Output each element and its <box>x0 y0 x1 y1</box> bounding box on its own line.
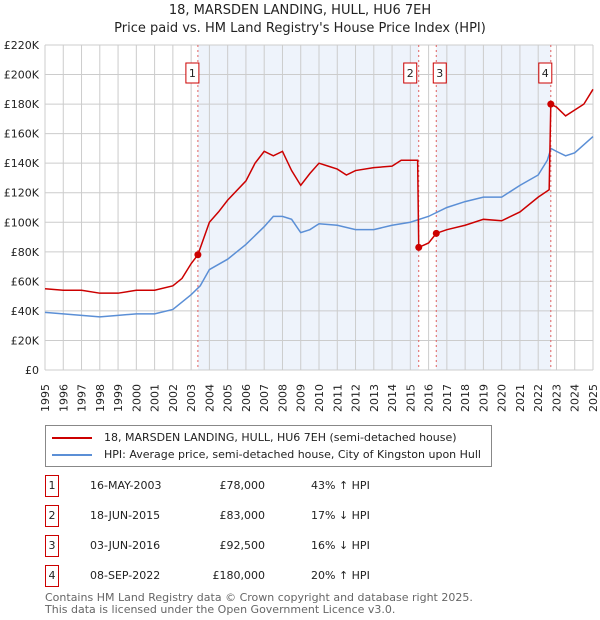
sale-hpi-diff: 16% ↓ HPI <box>311 539 370 552</box>
sale-marker-box <box>185 62 200 84</box>
x-tick-label: 2021 <box>514 384 527 412</box>
sale-date: 08-SEP-2022 <box>90 569 161 582</box>
footer-line-1: Contains HM Land Registry data © Crown c… <box>45 591 473 604</box>
sale-marker-label: 1 <box>189 67 196 80</box>
x-tick-label: 2013 <box>368 384 381 412</box>
y-tick-label: £20K <box>11 334 40 347</box>
x-tick-label: 2008 <box>276 384 289 412</box>
y-tick-label: £220K <box>4 39 40 52</box>
x-tick-label: 2001 <box>149 384 162 412</box>
sale-row: 3 03-JUN-2016 £92,500 16% ↓ HPI <box>45 535 445 557</box>
sale-number: 4 <box>45 565 59 587</box>
x-tick-label: 2017 <box>441 384 454 412</box>
x-tick-label: 2000 <box>130 384 143 412</box>
x-tick-label: 2007 <box>258 384 271 412</box>
sale-marker-box <box>432 62 447 84</box>
sale-point <box>415 243 423 251</box>
legend-label-property: 18, MARSDEN LANDING, HULL, HU6 7EH (semi… <box>104 431 457 444</box>
y-tick-label: £120K <box>4 187 40 200</box>
x-tick-label: 2012 <box>350 384 363 412</box>
legend-label-hpi: HPI: Average price, semi-detached house,… <box>104 448 481 461</box>
y-tick-label: £80K <box>11 246 40 259</box>
x-tick-label: 2024 <box>569 384 582 412</box>
property-price-line <box>44 88 594 294</box>
x-tick-label: 2025 <box>587 384 600 412</box>
x-tick-label: 2015 <box>404 384 417 412</box>
y-tick-label: £160K <box>4 128 40 141</box>
sale-hpi-diff: 20% ↑ HPI <box>311 569 370 582</box>
y-tick-label: £60K <box>11 275 40 288</box>
sale-number: 1 <box>45 475 59 497</box>
x-tick-label: 2002 <box>167 384 180 412</box>
x-tick-label: 2018 <box>459 384 472 412</box>
footer: Contains HM Land Registry data © Crown c… <box>45 592 473 616</box>
sale-number: 2 <box>45 505 59 527</box>
x-tick-label: 1999 <box>112 384 125 412</box>
x-tick-label: 2005 <box>222 384 235 412</box>
y-tick-label: £40K <box>11 305 40 318</box>
y-tick-label: £100K <box>4 216 40 229</box>
x-tick-label: 2022 <box>532 384 545 412</box>
sale-row: 2 18-JUN-2015 £83,000 17% ↓ HPI <box>45 505 445 527</box>
x-tick-label: 2023 <box>550 384 563 412</box>
x-tick-label: 1997 <box>76 384 89 412</box>
chart-svg: 1995 1996 1997 1998 1999 2000 2001 2002 2003 2004… <box>4 39 600 412</box>
x-tick-label: 2011 <box>331 384 344 412</box>
x-tick-label: 2014 <box>386 384 399 412</box>
sale-row: 4 08-SEP-2022 £180,000 20% ↑ HPI <box>45 565 445 587</box>
x-tick-label: 1998 <box>94 384 107 412</box>
sale-date: 16-MAY-2003 <box>90 479 162 492</box>
sale-price: £78,000 <box>219 479 266 492</box>
sale-marker-label: 4 <box>542 67 549 80</box>
chart-title: 18, MARSDEN LANDING, HULL, HU6 7EH <box>168 3 432 18</box>
x-tick-label: 2019 <box>477 384 490 412</box>
shaded-range <box>197 45 419 370</box>
sale-number: 3 <box>45 535 59 557</box>
sale-hpi-diff: 43% ↑ HPI <box>311 479 370 492</box>
x-tick-label: 1995 <box>39 384 52 412</box>
sale-date: 03-JUN-2016 <box>90 539 161 552</box>
sale-price: £83,000 <box>219 509 266 522</box>
sale-price: £180,000 <box>212 569 266 582</box>
y-tick-label: £0 <box>25 364 39 377</box>
sale-date: 18-JUN-2015 <box>90 509 161 522</box>
x-tick-label: 2009 <box>295 384 308 412</box>
sale-price: £92,500 <box>219 539 266 552</box>
x-tick-label: 2004 <box>203 384 216 412</box>
chart-subtitle: Price paid vs. HM Land Registry's House … <box>114 21 486 36</box>
x-tick-label: 2016 <box>423 384 436 412</box>
x-tick-label: 2020 <box>496 384 509 412</box>
sale-marker-box <box>538 62 553 84</box>
y-tick-label: £140K <box>4 157 40 170</box>
sale-row: 1 16-MAY-2003 £78,000 43% ↑ HPI <box>45 475 445 497</box>
x-tick-label: 1996 <box>57 384 70 412</box>
x-tick-label: 2006 <box>240 384 253 412</box>
x-tick-label: 2010 <box>313 384 326 412</box>
footer-line-2: This data is licensed under the Open Gov… <box>45 603 396 616</box>
y-tick-label: £200K <box>4 69 40 82</box>
legend-red-line <box>52 436 92 439</box>
sale-marker-label: 2 <box>407 67 414 80</box>
shaded-range <box>436 45 551 370</box>
legend: 18, MARSDEN LANDING, HULL, HU6 7EH (semi… <box>45 425 492 467</box>
legend-row-property: 18, MARSDEN LANDING, HULL, HU6 7EH (semi… <box>52 429 481 446</box>
x-tick-label: 2003 <box>185 384 198 412</box>
sale-point <box>194 251 202 259</box>
sale-point <box>547 100 555 108</box>
hpi-line <box>44 136 594 318</box>
sale-point <box>432 229 440 237</box>
y-tick-label: £180K <box>4 98 40 111</box>
sale-marker-label: 3 <box>436 67 443 80</box>
sale-marker-box <box>403 62 418 84</box>
legend-row-hpi: HPI: Average price, semi-detached house,… <box>52 446 481 463</box>
legend-blue-line <box>52 453 92 456</box>
sale-hpi-diff: 17% ↓ HPI <box>311 509 370 522</box>
